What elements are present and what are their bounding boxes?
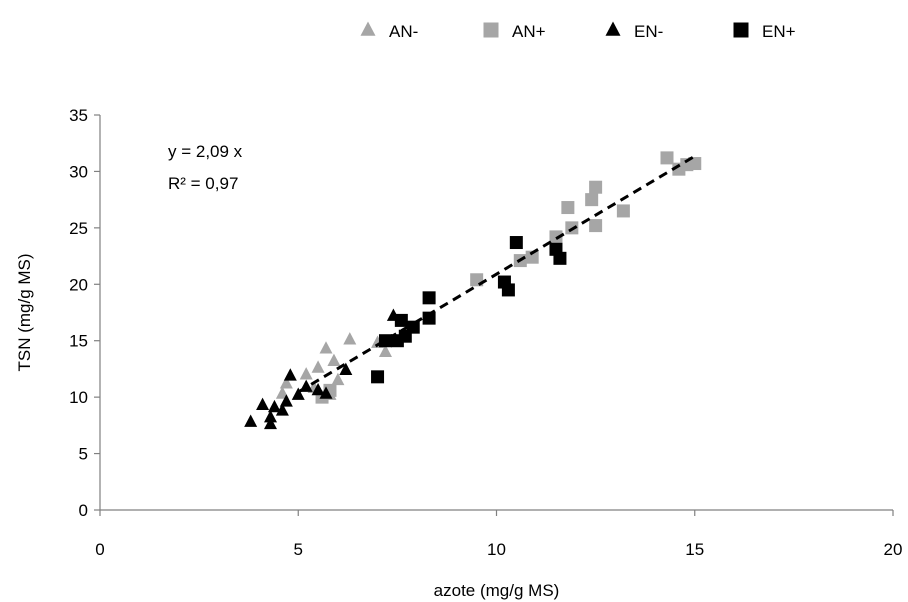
legend: AN- AN+ EN- EN+ [360,21,796,41]
data-point [311,382,325,396]
y-tick-label: 5 [79,445,88,464]
data-point [561,201,575,215]
data-point [319,341,333,354]
data-point [422,291,436,305]
legend-marker [483,22,499,38]
legend-label: EN- [634,22,663,41]
data-points [244,151,702,430]
data-point [688,157,702,171]
data-point [378,344,392,357]
data-point [394,313,408,327]
data-point [549,230,563,244]
legend-label: AN+ [512,22,546,41]
data-point [327,353,341,366]
legend-marker [360,21,376,36]
trendline [297,154,696,394]
data-point [263,416,277,430]
legend-marker [605,21,621,36]
data-point [616,204,630,218]
data-point [525,250,539,264]
x-tick-label: 10 [487,540,506,559]
data-point [371,370,385,384]
data-point [501,283,515,297]
y-axis-title: TSN (mg/g MS) [15,253,34,371]
trendline-r-squared: R² = 0,97 [168,174,238,193]
x-tick-label: 5 [294,540,303,559]
data-point [244,414,258,427]
legend-label: AN- [389,22,418,41]
x-axis-ticks: 0 5 10 15 20 [95,510,902,559]
data-point [589,180,603,194]
data-point [299,367,313,380]
data-point [279,376,293,389]
x-tick-label: 0 [95,540,104,559]
data-point [589,219,603,233]
data-point [291,387,305,400]
data-point [660,151,674,165]
data-point [585,193,599,207]
data-point [267,399,281,413]
data-point [279,394,293,407]
trendline-equation: y = 2,09 x [168,142,243,161]
legend-label: EN+ [762,22,796,41]
y-tick-label: 15 [69,332,88,351]
data-point [283,368,297,381]
y-tick-label: 10 [69,388,88,407]
data-point [339,362,353,375]
y-tick-label: 20 [69,275,88,294]
data-point [509,236,523,250]
data-point [311,360,325,373]
y-tick-label: 35 [69,106,88,125]
x-tick-label: 15 [685,540,704,559]
data-point [319,386,333,399]
data-point [422,311,436,325]
data-point [275,403,289,416]
data-point [553,251,567,265]
y-tick-label: 30 [69,162,88,181]
data-point [406,320,420,334]
x-axis-title: azote (mg/g MS) [434,581,560,600]
y-tick-label: 0 [79,501,88,520]
y-tick-label: 25 [69,219,88,238]
data-point [256,397,270,410]
x-tick-label: 20 [884,540,903,559]
legend-marker [733,22,749,38]
data-point [343,332,357,345]
y-axis-ticks: 0 5 10 15 20 25 30 35 [69,106,100,520]
data-point [263,410,277,423]
data-point [331,372,345,386]
